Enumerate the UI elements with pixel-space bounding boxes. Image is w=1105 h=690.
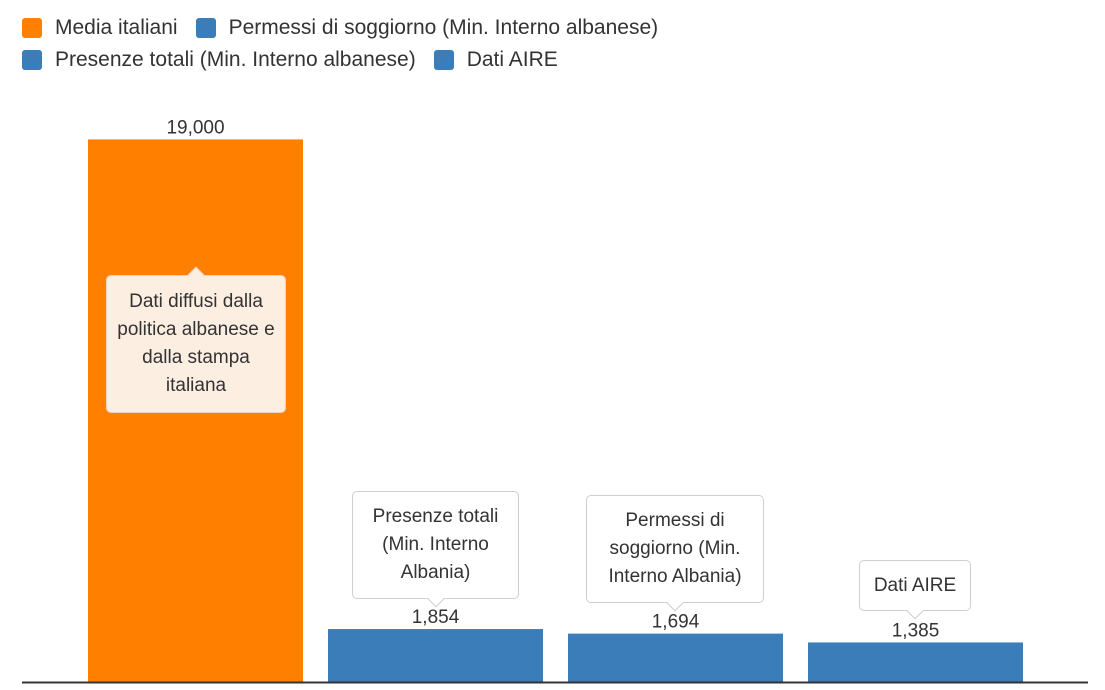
annotation-text: Dati diffusi dalla politica albanese e d…: [117, 291, 275, 396]
value-label-4: 1,385: [892, 620, 940, 641]
legend-swatch: [433, 50, 454, 70]
annotation-text: Permessi di soggiorno (Min. Interno Alba…: [608, 510, 742, 587]
value-label-1: 19,000: [166, 117, 224, 138]
legend-row: Presenze totali (Min. Interno albanese) …: [22, 44, 1082, 76]
legend-swatch: [195, 18, 216, 38]
legend-item-presenze-totali[interactable]: Presenze totali (Min. Interno albanese): [22, 48, 416, 72]
value-label-3: 1,694: [652, 612, 700, 633]
annotation-media-italiani: Dati diffusi dalla politica albanese e d…: [106, 266, 286, 413]
bar-3[interactable]: [568, 633, 783, 682]
legend-label: Permessi di soggiorno (Min. Interno alba…: [228, 16, 659, 39]
legend-item-media-italiani[interactable]: Media italiani: [22, 16, 178, 40]
annotation-text: Dati AIRE: [873, 574, 957, 596]
legend-swatch: [22, 18, 42, 38]
legend-swatch: [22, 50, 42, 70]
legend-row: Media italiani Permessi di soggiorno (Mi…: [22, 12, 1082, 44]
legend: Media italiani Permessi di soggiorno (Mi…: [22, 12, 1082, 76]
legend-label: Dati AIRE: [466, 48, 558, 71]
legend-label: Media italiani: [55, 16, 178, 39]
annotation-permessi-di-soggiorno: Permessi di soggiorno (Min. Interno Alba…: [586, 495, 764, 612]
bar-4[interactable]: [808, 642, 1023, 682]
annotation-dati-aire: Dati AIRE: [859, 560, 971, 620]
bar-2[interactable]: [328, 629, 543, 682]
legend-item-dati-aire[interactable]: Dati AIRE: [433, 48, 558, 72]
annotation-presenze-totali: Presenze totali (Min. Interno Albania): [352, 491, 519, 608]
legend-item-permessi-di-soggiorno[interactable]: Permessi di soggiorno (Min. Interno alba…: [195, 16, 659, 40]
value-label-2: 1,854: [412, 607, 460, 628]
legend-label: Presenze totali (Min. Interno albanese): [55, 48, 416, 71]
annotation-text: Presenze totali (Min. Interno Albania): [372, 506, 499, 583]
